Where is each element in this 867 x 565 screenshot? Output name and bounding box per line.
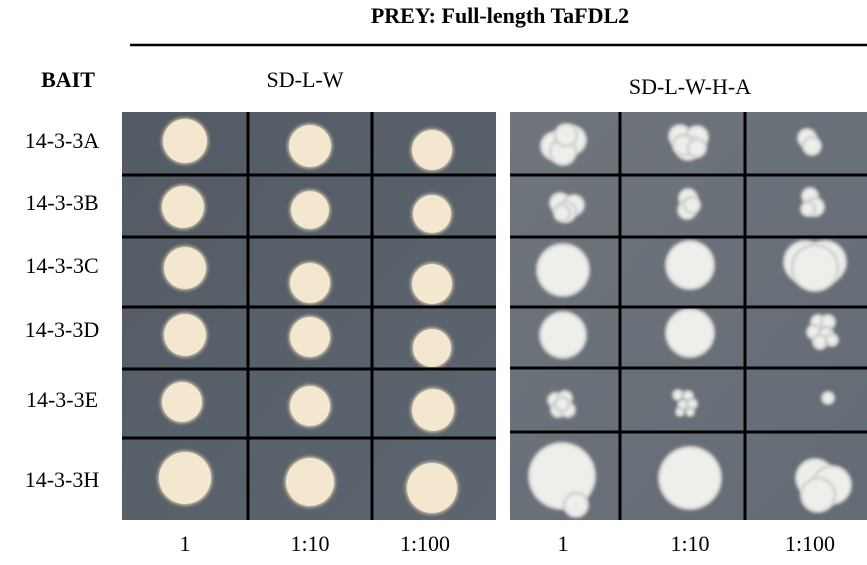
colony — [289, 125, 331, 167]
colony — [162, 186, 204, 228]
colony — [286, 458, 334, 506]
colony — [412, 130, 452, 170]
colony — [802, 203, 814, 215]
colony — [412, 389, 454, 431]
colony — [684, 392, 692, 400]
colony — [823, 393, 833, 403]
dilution-label: 1:100 — [400, 531, 450, 556]
figure-title: PREY: Full-length TaFDL2 — [371, 3, 629, 28]
colony — [159, 452, 211, 504]
row-label: 14-3-3D — [25, 317, 100, 342]
dilution-label: 1 — [180, 531, 191, 556]
colony — [804, 138, 820, 154]
colony — [689, 140, 705, 156]
colony — [164, 247, 206, 289]
plate-grid — [122, 112, 867, 520]
colony — [822, 316, 834, 328]
colony — [530, 444, 594, 508]
dilution-label: 1:100 — [785, 531, 835, 556]
colony — [290, 386, 330, 426]
dilution-label: 1 — [558, 531, 569, 556]
colony — [814, 336, 826, 348]
colony — [827, 335, 837, 345]
colony — [667, 310, 713, 356]
labels: 14-3-3A 14-3-3B 14-3-3C 14-3-3D 14-3-3E 14-3-… — [25, 128, 835, 556]
colony — [802, 479, 834, 511]
colony — [163, 119, 207, 163]
row-label: 14-3-3A — [25, 128, 100, 153]
colony — [793, 246, 837, 290]
colony — [555, 206, 569, 220]
row-label: 14-3-3E — [26, 387, 98, 412]
row-label: 14-3-3H — [25, 467, 100, 492]
colony — [164, 314, 206, 356]
colony — [677, 409, 683, 415]
colony — [413, 329, 451, 367]
row-label: 14-3-3B — [25, 190, 98, 215]
colony — [687, 409, 693, 415]
colony — [667, 242, 713, 288]
colony — [162, 382, 202, 422]
colony — [538, 245, 588, 295]
dilution-label: 1:10 — [670, 531, 709, 556]
colony — [688, 400, 696, 408]
dilution-label: 1:10 — [290, 531, 329, 556]
colonies — [157, 117, 852, 518]
colony — [565, 494, 587, 516]
colony — [685, 198, 699, 212]
panel-medium: SD-L-W-H-A — [629, 74, 751, 99]
colony — [556, 125, 576, 145]
colony — [674, 391, 682, 399]
colony — [290, 317, 330, 357]
colony — [556, 398, 568, 410]
colony — [541, 313, 585, 357]
colony — [407, 463, 457, 513]
bait-label: BAIT — [41, 67, 95, 92]
colony — [291, 191, 329, 229]
panel-medium: SD-L-W — [267, 67, 344, 92]
colony — [290, 263, 330, 303]
colony — [412, 264, 452, 304]
colony — [413, 195, 451, 233]
row-label: 14-3-3C — [25, 253, 98, 278]
colony — [679, 401, 687, 409]
colony — [660, 448, 720, 508]
